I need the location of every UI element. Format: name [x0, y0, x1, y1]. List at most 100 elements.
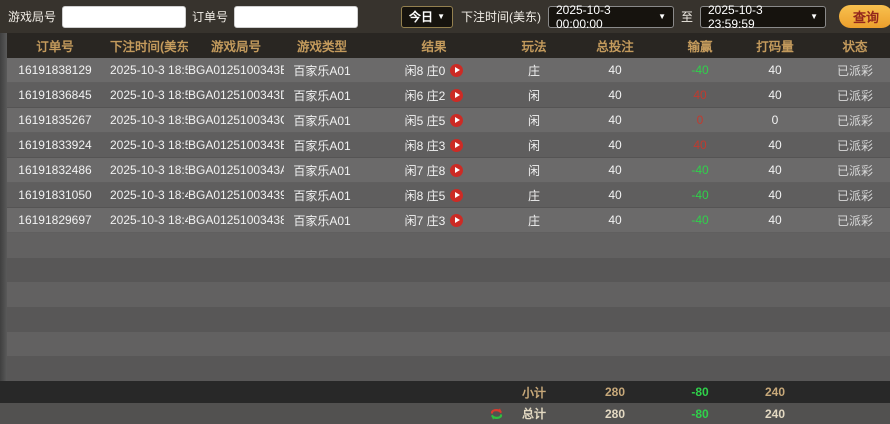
start-time-value: 2025-10-3 00:00:00 — [555, 2, 611, 31]
rolling: 40 — [768, 88, 782, 102]
subtotal-label: 小计 — [521, 385, 546, 400]
round-no: BGA0125100343C — [188, 113, 284, 127]
total-win-loss: -80 — [691, 406, 709, 421]
table-row: 16191835267 2025-10-3 18:51 BGA012510034… — [0, 108, 890, 133]
search-button[interactable]: 查询 — [839, 5, 890, 28]
order-no: 16191835267 — [18, 113, 92, 127]
result-cell: 闲8 庄0 — [360, 62, 508, 79]
start-time-select[interactable]: 2025-10-3 00:00:00 ▼ — [547, 2, 674, 31]
round-no: BGA01251003439 — [188, 188, 284, 202]
round-no: BGA0125100343E — [188, 63, 284, 77]
result-cell: 闲6 庄2 — [360, 87, 508, 104]
play-type: 闲 — [527, 138, 540, 153]
total-rolling: 240 — [764, 406, 786, 421]
order-no: 16191832486 — [18, 163, 92, 177]
table-row: 16191831050 2025-10-3 18:49 BGA012510034… — [0, 183, 890, 208]
result-text: 闲7 庄3 — [404, 213, 446, 228]
status-badge: 已派彩 — [836, 138, 873, 153]
col-header-result: 结果 — [421, 40, 447, 54]
subtotal-win-loss: -80 — [691, 385, 709, 399]
col-header-bet-time: 下注时间(美东) — [110, 40, 188, 54]
empty-rows-area — [0, 233, 890, 382]
rolling: 40 — [768, 188, 782, 202]
play-icon[interactable] — [450, 188, 464, 202]
status-badge: 已派彩 — [836, 188, 873, 203]
grand-total-row: 总计 280 -80 240 — [0, 403, 890, 424]
period-select[interactable]: 今日 ▼ — [400, 5, 453, 28]
table-row: 16191833924 2025-10-3 18:51 BGA012510034… — [0, 133, 890, 158]
bet-time: 2025-10-3 18:51 — [110, 138, 188, 152]
order-no-label: 订单号 — [192, 10, 229, 24]
total-bet: 40 — [608, 113, 622, 127]
rolling: 0 — [771, 113, 779, 127]
rolling: 40 — [768, 163, 782, 177]
game-type: 百家乐A01 — [293, 163, 351, 178]
game-type: 百家乐A01 — [293, 213, 351, 228]
empty-row-stripe — [0, 356, 890, 382]
play-type: 庄 — [527, 63, 540, 78]
status-badge: 已派彩 — [836, 63, 873, 78]
bet-time: 2025-10-3 18:51 — [110, 113, 188, 127]
result-text: 闲8 庄5 — [404, 188, 446, 203]
play-icon[interactable] — [450, 213, 464, 227]
empty-row-stripe — [0, 331, 890, 357]
bet-time-label: 下注时间(美东) — [460, 10, 541, 24]
swap-refresh-icon[interactable] — [489, 407, 504, 421]
play-type: 庄 — [527, 213, 540, 228]
result-text: 闲6 庄2 — [404, 88, 446, 103]
table-row: 16191829697 2025-10-3 18:48 BGA012510034… — [0, 208, 890, 233]
order-no-input[interactable] — [234, 5, 359, 28]
total-bet: 40 — [608, 163, 622, 177]
rolling: 40 — [768, 63, 782, 77]
bet-time: 2025-10-3 18:50 — [110, 163, 188, 177]
empty-row-stripe — [0, 307, 890, 332]
rolling: 40 — [768, 213, 782, 227]
game-round-label: 游戏局号 — [8, 10, 57, 24]
rolling: 40 — [768, 138, 782, 152]
col-header-round-no: 游戏局号 — [210, 40, 261, 54]
total-total-bet: 280 — [604, 406, 626, 421]
play-icon[interactable] — [450, 113, 464, 127]
game-type: 百家乐A01 — [293, 138, 351, 153]
status-badge: 已派彩 — [836, 113, 873, 128]
total-icon-cell — [360, 407, 508, 421]
col-header-play: 玩法 — [521, 40, 547, 54]
win-loss: -40 — [691, 188, 709, 202]
win-loss: -40 — [691, 163, 709, 177]
result-cell: 闲7 庄3 — [360, 212, 508, 229]
play-type: 闲 — [527, 113, 540, 128]
result-cell: 闲8 庄5 — [360, 187, 508, 204]
win-loss: 40 — [693, 88, 707, 102]
to-label: 至 — [680, 10, 693, 24]
total-bet: 40 — [608, 138, 622, 152]
game-type: 百家乐A01 — [293, 113, 351, 128]
round-no: BGA0125100343D — [188, 88, 284, 102]
order-no: 16191831050 — [18, 188, 92, 202]
table-body: 16191838129 2025-10-3 18:53 BGA012510034… — [0, 58, 890, 382]
table-row: 16191838129 2025-10-3 18:53 BGA012510034… — [0, 58, 890, 83]
play-icon[interactable] — [450, 163, 464, 177]
order-no: 16191829697 — [18, 213, 92, 227]
play-type: 闲 — [527, 88, 540, 103]
play-icon[interactable] — [450, 63, 464, 77]
subtotal-total-bet: 280 — [604, 385, 626, 399]
period-select-value: 今日 — [408, 10, 433, 24]
play-icon[interactable] — [450, 138, 464, 152]
subtotal-rolling: 240 — [764, 385, 786, 399]
bet-time: 2025-10-3 18:53 — [110, 63, 188, 77]
status-badge: 已派彩 — [836, 163, 873, 178]
round-no: BGA0125100343A — [188, 163, 284, 177]
status-badge: 已派彩 — [836, 88, 873, 103]
play-icon[interactable] — [450, 88, 464, 102]
result-text: 闲8 庄0 — [404, 63, 446, 78]
total-bet: 40 — [608, 88, 622, 102]
table-row: 16191832486 2025-10-3 18:50 BGA012510034… — [0, 158, 890, 183]
empty-row-stripe — [0, 257, 890, 283]
end-time-select[interactable]: 2025-10-3 23:59:59 ▼ — [700, 3, 826, 31]
result-text: 闲8 庄3 — [404, 138, 446, 153]
game-round-input[interactable] — [62, 5, 187, 28]
chevron-down-icon: ▼ — [658, 12, 666, 21]
total-bet: 40 — [608, 213, 622, 227]
win-loss: -40 — [691, 213, 709, 227]
round-no: BGA01251003438 — [188, 213, 284, 227]
